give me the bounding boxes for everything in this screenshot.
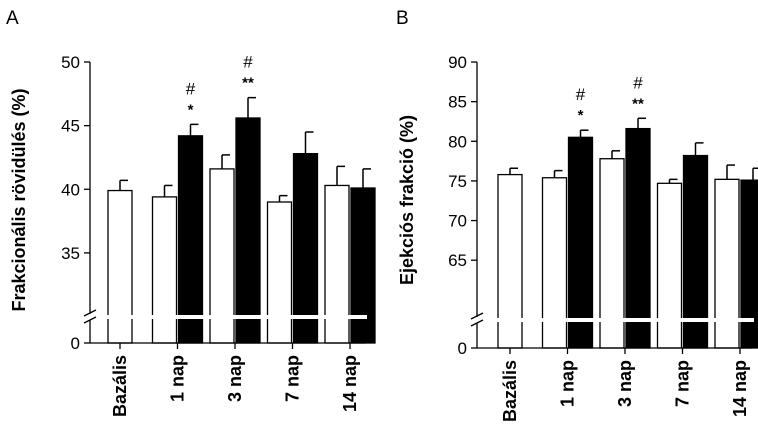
- panel-b-category-label: 1 nap: [558, 360, 578, 407]
- panel-a-axis-break-mark: [83, 316, 97, 324]
- panel-b-y-axis-label: Ejekciós frakció (%): [397, 115, 417, 285]
- panel-b-y-tick-label: 90: [448, 53, 467, 72]
- panel-b-y-tick-label: 80: [448, 132, 467, 151]
- panel-b-bar: [682, 154, 709, 349]
- panel-b-axis-break-mark: [470, 312, 484, 320]
- panel-b-y-tick-label: 85: [448, 93, 467, 112]
- panel-a-bar: [177, 135, 204, 344]
- panel-b-bar: [599, 158, 625, 349]
- panel-b-plot: Bazális 1 nap 3 nap 7 nap 14 nap 65 70 75 80 85 90…: [448, 53, 758, 422]
- panel-b-axis-break-band: [479, 318, 754, 322]
- panel-a-y-tick-label: 45: [61, 117, 80, 136]
- panel-b-significance-stars: *: [578, 107, 584, 124]
- panel-a-y-tick-label: 40: [61, 180, 80, 199]
- panel-b-bar: [740, 179, 758, 349]
- panel-b-y-tick-label: 70: [448, 212, 467, 231]
- panel-a-significance-hash: #: [186, 79, 196, 98]
- panel-a-letter: A: [6, 8, 19, 29]
- panel-b-bar: [567, 136, 594, 349]
- panel-b-significance-hash: #: [633, 73, 643, 92]
- panel-a-plot: Bazális 1 nap 3 nap 7 nap 14 nap 35 40 45 50 0 * # *…: [61, 53, 376, 417]
- panel-a-significance-stars: *: [188, 101, 194, 118]
- panel-a-category-label: 1 nap: [168, 355, 188, 402]
- panel-a-significance-hash: #: [243, 53, 253, 72]
- panel-a-category-label: 14 nap: [340, 355, 360, 412]
- panel-b-y-tick-label: 75: [448, 172, 467, 191]
- panel-a-bar: [235, 117, 261, 344]
- panel-a-category-label: 3 nap: [225, 355, 245, 402]
- panel-b-bar: [541, 177, 568, 349]
- panel-b-y-tick-label: 0: [458, 339, 467, 358]
- panel-a-bar: [292, 152, 319, 344]
- panel-b-significance-hash: #: [576, 85, 586, 104]
- panel-a-bar: [107, 189, 133, 344]
- panel-b-category-label: 3 nap: [615, 360, 635, 407]
- panel-b-bar: [714, 178, 740, 349]
- panel-b: B Ejekciós frakció (%) Bazális 1 nap 3 nap…: [396, 8, 758, 422]
- panel-a-bar: [324, 184, 350, 344]
- panel-a-bar: [350, 187, 376, 344]
- panel-a: A Frakcionális rövidülés (%) Bazális 1 na…: [6, 8, 376, 417]
- panel-a-bar: [151, 196, 178, 344]
- panel-a-y-tick-label: 0: [71, 334, 80, 353]
- panel-b-letter: B: [396, 8, 409, 29]
- panel-b-significance-stars: **: [632, 95, 644, 112]
- panel-a-axis-break-band: [92, 315, 367, 319]
- panel-b-bar: [625, 127, 651, 349]
- panel-a-significance-stars: **: [242, 75, 254, 92]
- panel-b-category-label: 14 nap: [730, 360, 750, 417]
- panel-a-y-tick-label: 50: [61, 53, 80, 72]
- panel-b-axis-break-mark: [470, 319, 484, 327]
- panel-b-category-label: 7 nap: [673, 360, 693, 407]
- panel-b-category-label: Bazális: [500, 360, 520, 422]
- panel-a-category-label: Bazális: [110, 355, 130, 417]
- panel-b-bar: [656, 182, 683, 349]
- panel-a-bar: [266, 201, 293, 344]
- panel-b-y-tick-label: 65: [448, 251, 467, 270]
- panel-a-y-axis-label: Frakcionális rövidülés (%): [9, 88, 29, 311]
- panel-a-category-label: 7 nap: [283, 355, 303, 402]
- panel-a-y-tick-label: 35: [61, 244, 80, 263]
- panel-a-axis-break-mark: [83, 309, 97, 317]
